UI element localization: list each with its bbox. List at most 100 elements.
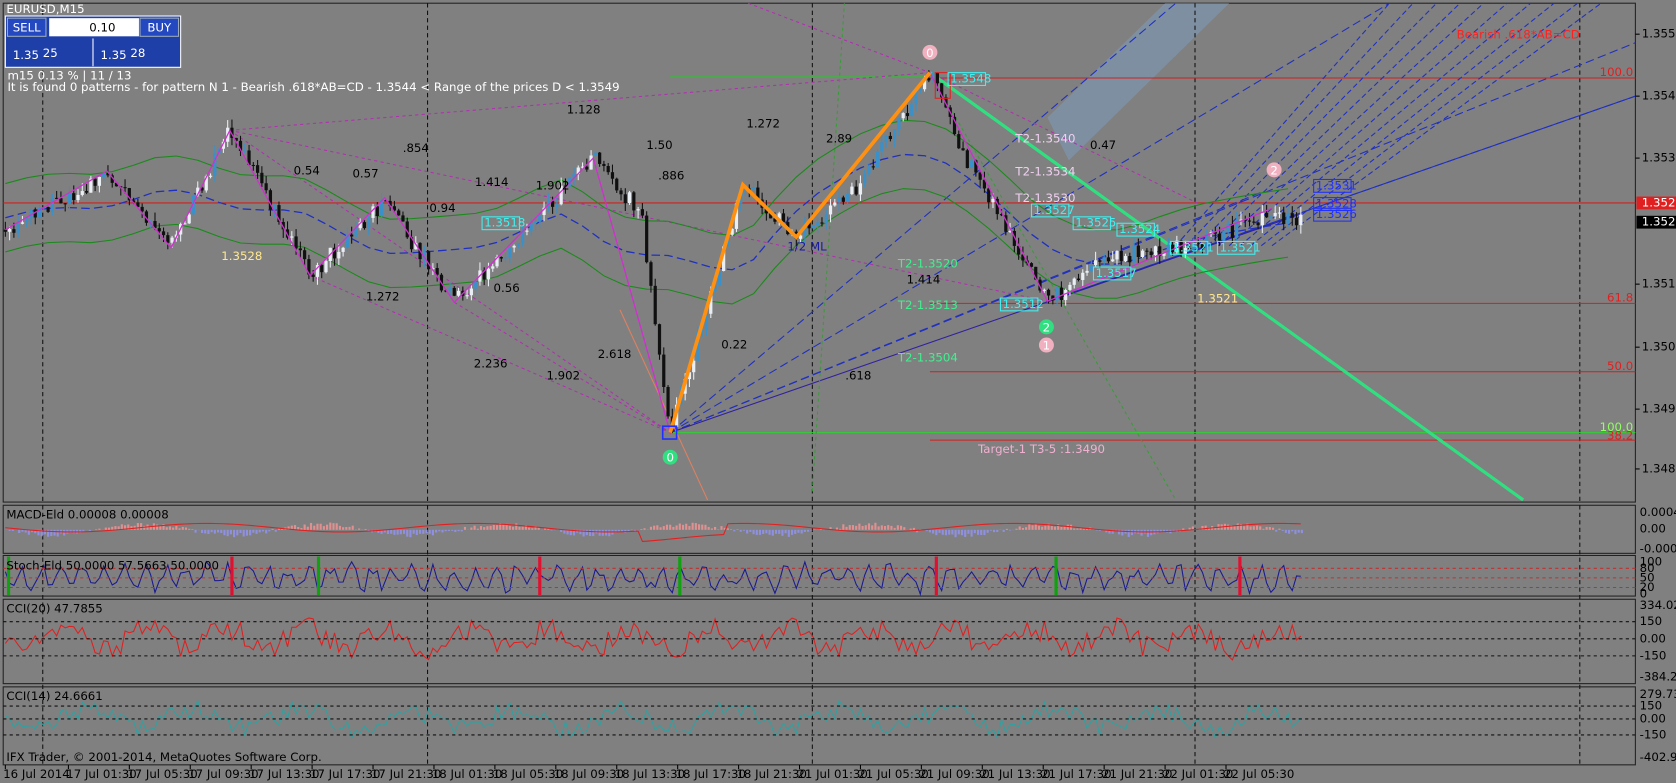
macd-bar	[21, 529, 24, 532]
indicator-title: Stoch-Eld 50.0000 57.5663 50.0000	[6, 559, 219, 573]
candle	[337, 251, 341, 259]
price-box-label: 1.3526	[1316, 207, 1357, 221]
macd-bar	[37, 529, 40, 536]
macd-bar	[1031, 525, 1034, 530]
candle	[645, 215, 649, 263]
macd-bar	[733, 529, 736, 532]
point-marker	[1266, 162, 1282, 178]
ratio-label: .854	[403, 141, 429, 155]
candle	[1188, 248, 1192, 250]
macd-bar	[521, 526, 524, 530]
candle	[1200, 244, 1205, 249]
main-window	[2, 2, 1636, 503]
target-label: Target-1 T3-5 :1.3490	[977, 442, 1105, 456]
candle	[781, 213, 786, 223]
sell-button[interactable]	[6, 17, 47, 37]
macd-bar	[925, 529, 928, 532]
candle	[521, 230, 525, 244]
candle	[1072, 278, 1076, 285]
macd-bar	[675, 525, 678, 530]
macd-bar	[1294, 529, 1297, 535]
ratio-line	[619, 309, 709, 501]
macd-bar	[829, 527, 832, 530]
macd-bar	[168, 526, 172, 530]
candle	[230, 127, 234, 138]
macd-bar	[1278, 528, 1281, 530]
candle	[63, 203, 67, 205]
macd-bar	[1130, 529, 1134, 536]
bid-big: 1.35	[13, 48, 39, 62]
candle	[918, 89, 922, 91]
macd-bar	[1233, 525, 1236, 530]
ratio-line	[229, 72, 930, 131]
candle	[811, 225, 816, 229]
macd-bar	[855, 525, 858, 530]
macd-bar	[306, 526, 309, 530]
candle	[1179, 240, 1183, 254]
candle	[914, 90, 918, 105]
candle	[196, 187, 200, 196]
macd-bar	[1015, 528, 1018, 530]
macd-bar	[104, 527, 107, 530]
indicator-axis-label: 0.00	[1640, 521, 1666, 535]
macd-bar	[313, 525, 316, 530]
indicator-axis-label: 150	[1640, 699, 1662, 713]
candle	[730, 228, 734, 235]
stoch-line	[4, 560, 1301, 597]
macd-bar	[790, 529, 794, 535]
macd-bar	[43, 529, 46, 535]
indicator-axis-label: 279.7318	[1640, 687, 1676, 701]
macd-bar	[534, 526, 537, 530]
candle	[469, 288, 473, 296]
candle	[414, 242, 418, 250]
macd-bar	[601, 529, 604, 536]
macd-bar	[245, 529, 248, 536]
macd-signal	[5, 522, 1301, 543]
trend-line	[670, 213, 1303, 434]
macd-bar	[499, 523, 502, 530]
candle	[692, 360, 696, 373]
macd-bar	[415, 529, 418, 536]
macd-bar	[476, 528, 479, 530]
time-label: 17 Jul 17:30	[310, 767, 380, 781]
macd-bar	[470, 527, 473, 530]
macd-bar	[326, 524, 329, 530]
info-line: m15 0.13 % | 11 / 13	[7, 68, 131, 82]
macd-bar	[912, 527, 915, 530]
macd-bar	[742, 529, 746, 531]
lot-value: 0.10	[89, 20, 115, 34]
macd-bar	[200, 529, 204, 534]
macd-bar	[739, 529, 742, 532]
price-box	[1313, 197, 1352, 211]
macd-bar	[640, 529, 643, 530]
lot-field[interactable]	[49, 18, 139, 37]
trade-panel[interactable]	[4, 15, 182, 68]
macd-bar	[874, 522, 877, 530]
candle	[55, 197, 59, 199]
indicator-title: MACD-Eld 0.00008 0.00008	[6, 507, 168, 521]
buy-button[interactable]	[139, 17, 180, 37]
macd-bar	[518, 526, 521, 530]
candle	[503, 256, 508, 259]
candle	[311, 274, 315, 277]
candle	[987, 188, 991, 203]
candle	[773, 218, 777, 222]
macd-bar	[457, 529, 460, 532]
macd-bar	[431, 529, 434, 536]
candle	[341, 247, 345, 252]
macd-bar	[752, 529, 755, 535]
macd-bar	[114, 526, 117, 530]
macd-bar	[367, 529, 370, 532]
candle	[16, 223, 20, 233]
current-marker	[1636, 215, 1676, 229]
candle	[995, 198, 999, 215]
macd-bar	[69, 529, 72, 533]
macd-bar	[1111, 529, 1114, 534]
fan-line	[1239, 2, 1531, 247]
candle	[243, 150, 247, 152]
macd-bar	[486, 526, 489, 530]
macd-bar	[800, 529, 803, 534]
macd-bar	[928, 529, 931, 533]
macd-bar	[265, 529, 268, 534]
